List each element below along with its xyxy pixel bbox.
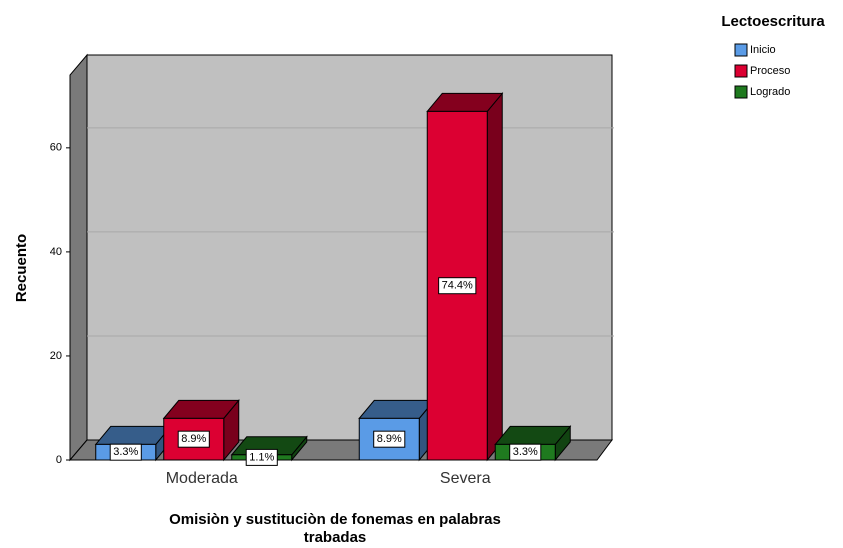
y-tick-label: 60 xyxy=(50,142,62,154)
data-label: 3.3% xyxy=(513,446,538,458)
data-label-box xyxy=(245,448,278,466)
x-axis-title: trabadas xyxy=(304,529,367,546)
back-wall xyxy=(86,54,613,441)
data-label: 1.1% xyxy=(249,451,274,463)
legend-swatch xyxy=(734,43,748,57)
legend-label: Logrado xyxy=(750,86,790,98)
bar-side xyxy=(486,92,503,462)
data-label-box xyxy=(177,430,210,448)
legend-title: Lectoescritura xyxy=(721,13,825,30)
bar: 1.1% xyxy=(230,435,308,466)
data-label-box xyxy=(109,443,142,461)
legend-swatch xyxy=(734,64,748,78)
bar: 8.9% xyxy=(358,398,436,462)
legend-swatch xyxy=(734,85,748,99)
bar: 3.3% xyxy=(94,425,172,462)
y-tick-label: 40 xyxy=(50,246,62,258)
x-tick-label: Severa xyxy=(440,470,491,487)
data-label: 8.9% xyxy=(377,433,402,445)
legend-label: Proceso xyxy=(750,65,790,77)
data-label-box xyxy=(373,430,406,448)
bar: 3.3% xyxy=(494,425,572,462)
left-wall xyxy=(69,53,88,462)
x-tick-label: Moderada xyxy=(166,470,238,487)
bar: 74.4% xyxy=(426,92,504,462)
data-label-box xyxy=(509,443,542,461)
grid xyxy=(87,127,614,337)
y-tick-label: 20 xyxy=(50,350,62,362)
y-axis-title: Recuento xyxy=(13,234,30,302)
y-tick-label: 0 xyxy=(56,454,62,466)
bar: 8.9% xyxy=(162,398,240,462)
data-label: 74.4% xyxy=(442,280,473,292)
data-label-box xyxy=(438,277,477,295)
legend-label: Inicio xyxy=(750,44,776,56)
bars: 3.3% 8.9% 1.1% 8.9% 74.4% 3.3% xyxy=(94,92,572,466)
data-label: 8.9% xyxy=(181,433,206,445)
x-axis-title: Omisiòn y sustituciòn de fonemas en pala… xyxy=(169,511,501,528)
data-label: 3.3% xyxy=(113,446,138,458)
